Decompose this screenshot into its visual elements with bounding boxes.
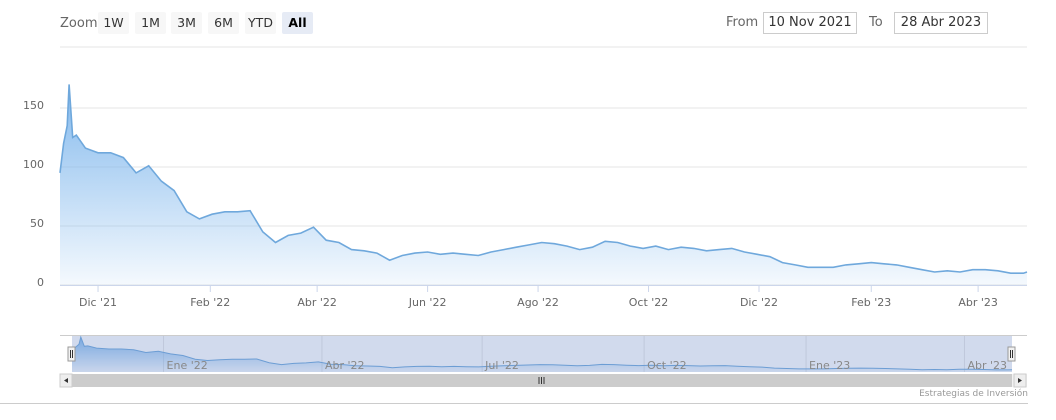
arrow-right-icon [1018, 378, 1022, 383]
x-tick-label: Abr '22 [297, 296, 337, 309]
navigator-left-handle[interactable] [67, 346, 76, 362]
from-label: From [726, 15, 759, 30]
to-label: To [869, 15, 883, 30]
zoom-1w-button[interactable]: 1W [98, 12, 129, 34]
y-tick-label: 50 [30, 217, 44, 230]
from-date-input[interactable]: 10 Nov 2021 [763, 12, 857, 34]
credit-text[interactable]: Estrategias de Inversión [919, 389, 1028, 399]
x-tick-label: Abr '23 [958, 296, 998, 309]
y-tick-label: 0 [37, 276, 44, 289]
x-tick-label: Jun '22 [408, 296, 447, 309]
to-date-input[interactable]: 28 Abr 2023 [894, 12, 988, 34]
navigator-line [71, 335, 1013, 371]
grip-icon [70, 350, 73, 358]
navigator-tick-label: Ene '22 [167, 359, 208, 372]
navigator-tick-label: Abr '22 [325, 359, 365, 372]
grip-icon [1010, 350, 1013, 358]
x-tick-label: Feb '22 [190, 296, 230, 309]
scrollbar-grip-icon [538, 377, 545, 384]
series-area [60, 84, 1027, 286]
x-tick-label: Dic '22 [740, 296, 778, 309]
x-tick-label: Dic '21 [79, 296, 117, 309]
x-tick-label: Ago '22 [517, 296, 559, 309]
navigator-tick-label: Abr '23 [967, 359, 1007, 372]
x-tick-label: Feb '23 [851, 296, 891, 309]
navigator-right-handle[interactable] [1007, 346, 1016, 362]
navigator-selected-range[interactable] [72, 336, 1012, 372]
navigator-tick-label: Oct '22 [647, 359, 687, 372]
zoom-ytd-button[interactable]: YTD [245, 12, 276, 34]
zoom-3m-button[interactable]: 3M [171, 12, 202, 34]
y-tick-label: 100 [23, 158, 44, 171]
zoom-1m-button[interactable]: 1M [135, 12, 166, 34]
y-tick-label: 150 [23, 99, 44, 112]
navigator-tick-label: Jul '22 [484, 359, 519, 372]
zoom-all-button[interactable]: All [282, 12, 313, 34]
arrow-left-icon [64, 378, 68, 383]
x-tick-label: Oct '22 [629, 296, 669, 309]
zoom-label: Zoom [60, 16, 98, 31]
navigator-tick-label: Ene '23 [809, 359, 850, 372]
series-line [59, 84, 1028, 274]
zoom-6m-button[interactable]: 6M [208, 12, 239, 34]
